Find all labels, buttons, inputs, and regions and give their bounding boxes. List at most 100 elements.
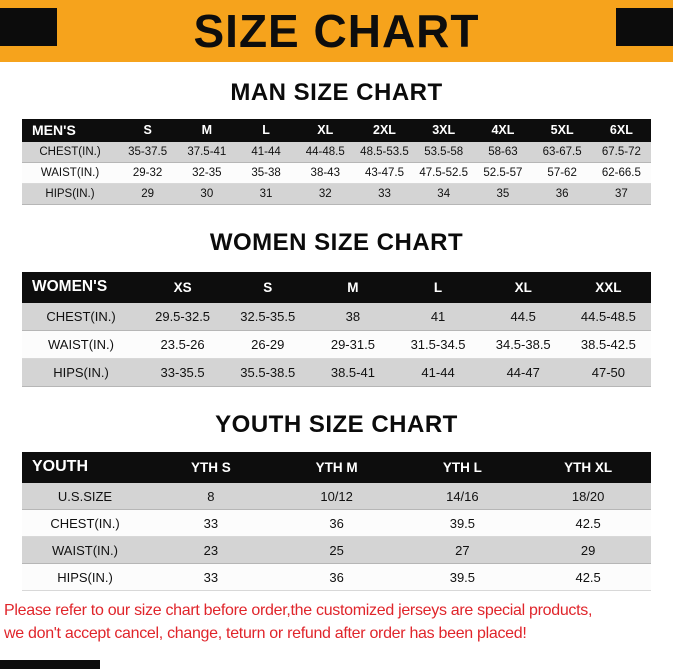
table-cell: 29: [118, 183, 178, 206]
section-heading-youth: YOUTH SIZE CHART: [215, 411, 458, 439]
table-cell: 48.5-53.5: [354, 141, 415, 164]
row-label: WAIST(IN.): [22, 162, 118, 185]
table-cell: 27: [399, 536, 526, 565]
table-cell: 38.5-41: [310, 358, 396, 388]
man-size-chart-section: MAN SIZE CHART MEN'S S M L XL 2XL 3XL 4XL 5XL 6XL…: [0, 79, 673, 206]
table-cell: 32: [295, 183, 355, 206]
table-cell: 43-47.5: [354, 162, 415, 185]
row-label: U.S.SIZE: [22, 482, 148, 511]
table-cell: 14/16: [399, 482, 526, 511]
row-label: CHEST(IN.): [22, 509, 148, 538]
table-row: WAIST(IN.) 23 25 27 29: [22, 536, 651, 565]
table-cell: 34.5-38.5: [480, 330, 566, 360]
table-cell: 37: [591, 183, 651, 206]
table-cell: 39.5: [399, 563, 526, 592]
table-cell: 26-29: [225, 330, 311, 360]
table-cell: 42.5: [525, 509, 651, 538]
table-cell: 33-35.5: [140, 358, 226, 388]
footer-line-1: Please refer to our size chart before or…: [4, 602, 593, 620]
table-cell: 47-50: [565, 358, 651, 388]
table-cell: 32-35: [177, 162, 237, 185]
table-cell: 63-67.5: [532, 141, 592, 164]
size-column-header: YTH XL: [525, 451, 651, 483]
table-row: CHEST(IN.) 33 36 39.5 42.5: [22, 509, 651, 538]
size-column-header: S: [225, 271, 311, 303]
table-row: WAIST(IN.) 29-32 32-35 35-38 38-43 43-47.5 47.…: [22, 162, 651, 185]
table-cell: 32.5-35.5: [225, 302, 311, 332]
table-cell: 53.5-58: [414, 141, 474, 164]
table-cell: 10/12: [273, 482, 400, 511]
row-label-header: WOMEN'S: [22, 271, 140, 303]
table-cell: 33: [148, 509, 274, 538]
table-cell: 34: [414, 183, 474, 206]
table-cell: 33: [354, 183, 415, 206]
table-cell: 35: [473, 183, 533, 206]
table-header-row: WOMEN'S XS S M L XL XXL: [22, 271, 651, 303]
table-cell: 8: [148, 482, 274, 511]
table-cell: 58-63: [473, 141, 533, 164]
row-label: WAIST(IN.): [22, 330, 140, 360]
table-cell: 57-62: [532, 162, 592, 185]
youth-size-chart-section: YOUTH SIZE CHART YOUTH YTH S YTH M YTH L YTH…: [0, 411, 673, 592]
table-cell: 35.5-38.5: [225, 358, 311, 388]
table-cell: 38-43: [295, 162, 355, 185]
size-column-header: L: [395, 271, 481, 303]
table-cell: 35-37.5: [118, 141, 178, 164]
row-label: CHEST(IN.): [22, 302, 140, 332]
table-cell: 37.5-41: [177, 141, 237, 164]
table-cell: 39.5: [399, 509, 526, 538]
table-cell: 31.5-34.5: [395, 330, 481, 360]
table-cell: 67.5-72: [591, 141, 651, 164]
size-column-header: YTH L: [399, 451, 526, 483]
corner-decoration-top-left: [0, 8, 57, 46]
youth-size-table: YOUTH YTH S YTH M YTH L YTH XL U.S.SIZE 8 10/12…: [22, 451, 651, 592]
table-cell: 33: [148, 563, 274, 592]
table-row: CHEST(IN.) 35-37.5 37.5-41 41-44 44-48.5 48.5…: [22, 141, 651, 164]
table-cell: 29.5-32.5: [140, 302, 226, 332]
size-column-header: S: [118, 118, 178, 142]
section-heading-man: MAN SIZE CHART: [230, 79, 443, 106]
table-cell: 52.5-57: [473, 162, 533, 185]
table-cell: 29-31.5: [310, 330, 396, 360]
table-header-row: YOUTH YTH S YTH M YTH L YTH XL: [22, 451, 651, 483]
table-cell: 35-38: [236, 162, 296, 185]
table-row: HIPS(IN.) 33-35.5 35.5-38.5 38.5-41 41-44 44-…: [22, 358, 651, 388]
row-label: CHEST(IN.): [22, 141, 118, 164]
footer-line-2: we don't accept cancel, change, teturn o…: [4, 625, 527, 642]
row-label: WAIST(IN.): [22, 536, 148, 565]
size-column-header: 4XL: [473, 118, 533, 142]
women-size-table: WOMEN'S XS S M L XL XXL CHEST(IN.) 29.5-32.5 32.5…: [22, 271, 651, 388]
row-label: HIPS(IN.): [22, 358, 140, 388]
table-cell: 29: [525, 536, 651, 565]
table-cell: 38.5-42.5: [565, 330, 651, 360]
table-header-row: MEN'S S M L XL 2XL 3XL 4XL 5XL 6XL: [22, 118, 651, 142]
table-cell: 44.5-48.5: [565, 302, 651, 332]
size-column-header: 2XL: [354, 118, 415, 142]
table-cell: 41-44: [395, 358, 481, 388]
size-column-header: M: [310, 271, 396, 303]
table-cell: 29-32: [118, 162, 178, 185]
table-cell: 44-47: [480, 358, 566, 388]
page-title: SIZE CHART: [193, 5, 480, 57]
size-column-header: YTH S: [148, 451, 274, 483]
size-column-header: M: [177, 118, 237, 142]
table-row: WAIST(IN.) 23.5-26 26-29 29-31.5 31.5-34.5 34…: [22, 330, 651, 360]
row-label-header: YOUTH: [22, 451, 148, 483]
size-column-header: 5XL: [532, 118, 592, 142]
table-cell: 30: [177, 183, 237, 206]
table-cell: 23.5-26: [140, 330, 226, 360]
size-column-header: 6XL: [591, 118, 651, 142]
table-row: CHEST(IN.) 29.5-32.5 32.5-35.5 38 41 44.5 44.5…: [22, 302, 651, 332]
size-column-header: XXL: [565, 271, 651, 303]
table-cell: 44-48.5: [295, 141, 355, 164]
table-cell: 36: [532, 183, 592, 206]
size-column-header: 3XL: [414, 118, 474, 142]
table-cell: 42.5: [525, 563, 651, 592]
size-column-header: XL: [295, 118, 355, 142]
table-row: U.S.SIZE 8 10/12 14/16 18/20: [22, 482, 651, 511]
women-size-chart-section: WOMEN SIZE CHART WOMEN'S XS S M L XL XXL CHEST(…: [0, 229, 673, 388]
row-label-header: MEN'S: [22, 118, 118, 142]
table-cell: 44.5: [480, 302, 566, 332]
section-heading-women: WOMEN SIZE CHART: [209, 229, 464, 257]
